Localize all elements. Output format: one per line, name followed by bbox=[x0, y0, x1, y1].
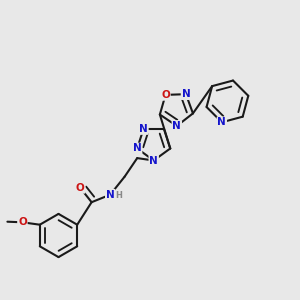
Text: N: N bbox=[133, 143, 142, 154]
Text: O: O bbox=[18, 217, 27, 227]
Text: N: N bbox=[182, 89, 190, 99]
Text: N: N bbox=[172, 121, 181, 131]
Text: N: N bbox=[139, 124, 148, 134]
Text: O: O bbox=[76, 183, 85, 193]
Text: O: O bbox=[161, 90, 170, 100]
Text: H: H bbox=[115, 191, 122, 200]
Text: N: N bbox=[218, 117, 226, 127]
Text: N: N bbox=[149, 155, 158, 166]
Text: N: N bbox=[106, 190, 115, 200]
